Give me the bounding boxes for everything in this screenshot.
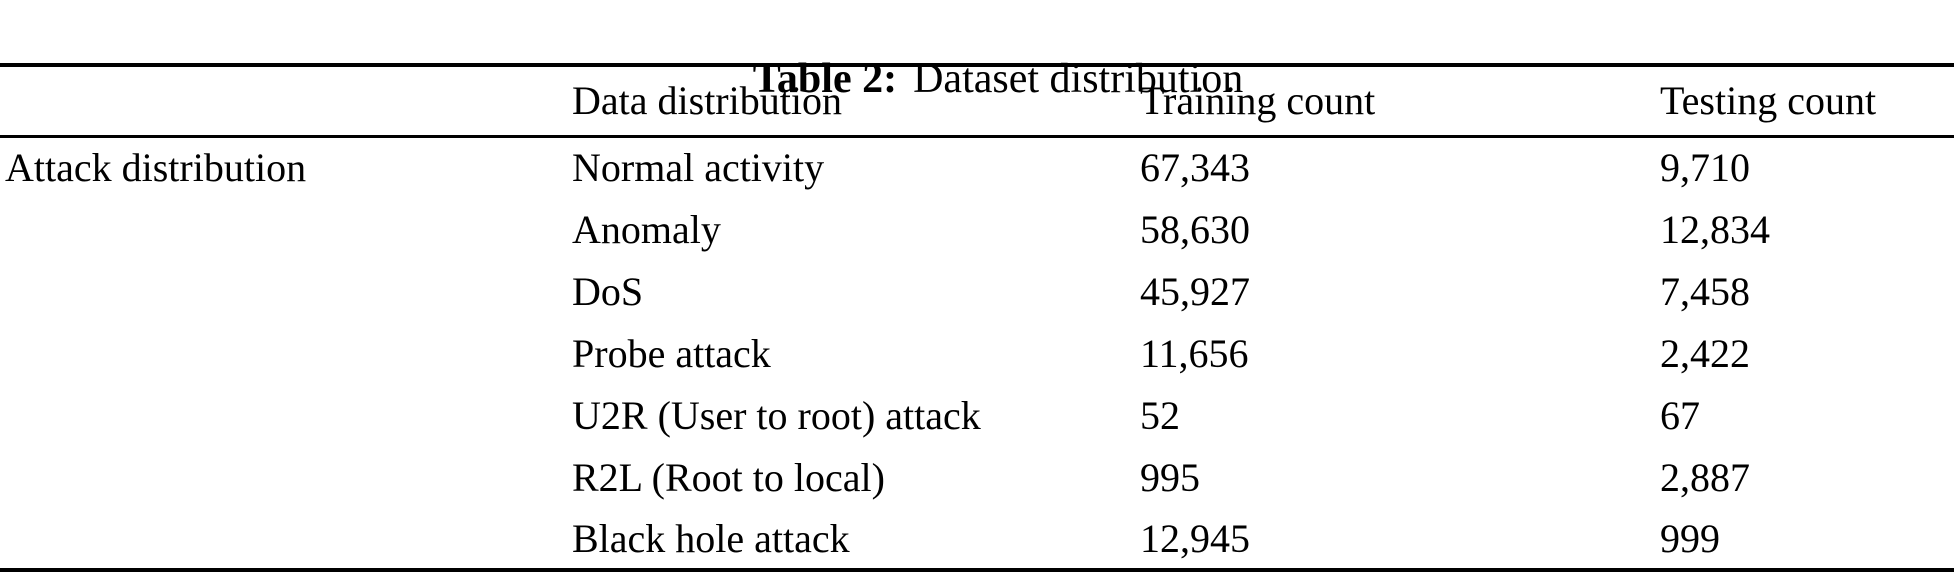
row-testing-count: 2,887 <box>1660 454 1750 500</box>
table-caption-text: Dataset distribution <box>913 56 1244 102</box>
table-row: DoS 45,927 7,458 <box>0 260 1954 322</box>
row-training-count: 58,630 <box>1140 206 1250 252</box>
table-row: Anomaly 58,630 12,834 <box>0 198 1954 260</box>
table-row: U2R (User to root) attack 52 67 <box>0 384 1954 446</box>
row-testing-count: 2,422 <box>1660 330 1750 376</box>
header-cell-training-count: Training count <box>1140 78 1376 124</box>
row-training-count: 11,656 <box>1140 330 1249 376</box>
row-testing-count: 9,710 <box>1660 145 1750 191</box>
dataset-distribution-table: Data distribution Training count Testing… <box>0 63 1954 572</box>
row-testing-count: 7,458 <box>1660 268 1750 314</box>
table-caption-number: Table 2: <box>752 56 898 102</box>
row-training-count: 45,927 <box>1140 268 1250 314</box>
row-testing-count: 999 <box>1660 515 1720 561</box>
header-row: Data distribution Training count Testing… <box>0 65 1954 136</box>
row-name: Probe attack <box>572 330 771 376</box>
row-category <box>0 322 572 384</box>
table-row: Probe attack 11,656 2,422 <box>0 322 1954 384</box>
row-category <box>0 260 572 322</box>
row-name: DoS <box>572 268 644 314</box>
row-training-count: 67,343 <box>1140 145 1250 191</box>
row-category <box>0 508 572 570</box>
row-training-count: 995 <box>1140 454 1200 500</box>
row-category <box>0 446 572 508</box>
row-name: R2L (Root to local) <box>572 454 885 500</box>
row-name: Normal activity <box>572 145 825 191</box>
header-cell-empty <box>0 65 572 136</box>
row-name: U2R (User to root) attack <box>572 392 981 438</box>
row-category <box>0 384 572 446</box>
table-row: R2L (Root to local) 995 2,887 <box>0 446 1954 508</box>
table-header: Data distribution Training count Testing… <box>0 65 1954 136</box>
header-cell-testing-count: Testing count <box>1660 78 1877 124</box>
row-training-count: 52 <box>1140 392 1180 438</box>
row-training-count: 12,945 <box>1140 515 1250 561</box>
row-name: Black hole attack <box>572 515 850 561</box>
table-body: Attack distribution Normal activity 67,3… <box>0 136 1954 570</box>
table-caption: Table 2: Dataset distribution <box>0 0 1954 102</box>
table-row: Black hole attack 12,945 999 <box>0 508 1954 570</box>
row-name: Anomaly <box>572 206 721 252</box>
row-category <box>0 198 572 260</box>
row-category: Attack distribution <box>5 145 307 191</box>
table-row: Attack distribution Normal activity 67,3… <box>0 136 1954 198</box>
header-cell-data-distribution: Data distribution <box>572 78 842 124</box>
row-testing-count: 12,834 <box>1660 206 1770 252</box>
row-testing-count: 67 <box>1660 392 1700 438</box>
